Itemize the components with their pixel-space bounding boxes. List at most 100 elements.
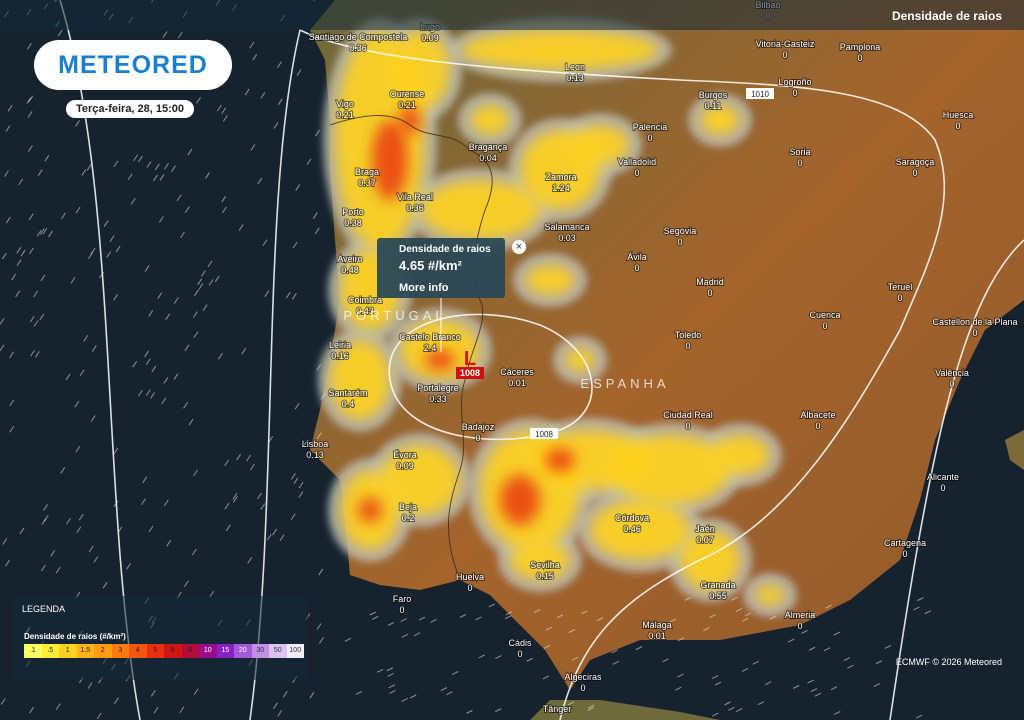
wind-streak [150, 690, 156, 697]
city-value: 1.24 [552, 183, 570, 193]
wind-streak [218, 352, 223, 360]
wind-streak [208, 279, 214, 286]
wind-streak [277, 98, 283, 106]
wind-streak [113, 500, 119, 507]
wind-streak [153, 174, 158, 182]
city-name: Leiria [329, 340, 351, 350]
wind-streak [221, 195, 227, 203]
wind-streak [34, 351, 40, 358]
wind-streak [635, 646, 643, 651]
wind-streak [372, 615, 379, 620]
wind-streak [446, 691, 453, 696]
city-value: 0 [647, 133, 652, 143]
city-name: Toledo [675, 330, 702, 340]
country-label: PORTUGAL [343, 308, 446, 323]
city-value: 0.01 [508, 378, 526, 388]
storm-core [500, 475, 540, 525]
wind-streak [246, 454, 252, 462]
isobar-tag [530, 428, 558, 439]
wind-streak [505, 611, 513, 616]
city-name: Pamplona [840, 42, 881, 52]
wind-streak [48, 230, 53, 238]
wind-streak [222, 115, 228, 122]
legend-stop: .1 [24, 644, 42, 658]
city-name: Leon [565, 62, 585, 72]
city-name: Valladolid [618, 157, 656, 167]
wind-streak [386, 667, 394, 672]
storm-cell [510, 540, 570, 580]
city-name: Cartagena [884, 538, 926, 548]
wind-streak [843, 657, 851, 662]
wind-streak [596, 617, 604, 622]
legend-stop: 10 [199, 644, 217, 658]
wind-streak [314, 129, 320, 137]
wind-streak [214, 275, 220, 283]
wind-streak [277, 709, 283, 717]
city-value: 0.13 [306, 450, 324, 460]
close-button[interactable]: × [512, 240, 526, 254]
wind-streak [106, 251, 112, 258]
wind-streak [298, 491, 304, 498]
wind-streak [823, 647, 831, 652]
legend-stop: 4 [129, 644, 147, 658]
wind-streak [132, 360, 138, 368]
layer-name[interactable]: Densidade de raios [891, 9, 1002, 23]
storm-cell [710, 435, 770, 475]
wind-streak [466, 709, 473, 714]
wind-streak [675, 686, 682, 691]
wind-streak [662, 658, 669, 663]
wind-streak [413, 632, 421, 637]
wind-streak [282, 690, 288, 698]
city-value: 0 [897, 293, 902, 303]
more-info-link[interactable]: More info [399, 282, 449, 294]
city-name: Sevilha [530, 560, 560, 570]
legend-stop: 1 [59, 644, 77, 658]
wind-streak [87, 682, 93, 689]
city-value: 0 [902, 549, 907, 559]
wind-streak [320, 393, 326, 400]
wind-streak [451, 670, 459, 675]
wind-streak [18, 178, 24, 186]
wind-streak [285, 291, 291, 299]
wind-streak [440, 687, 448, 691]
wind-streak [724, 701, 731, 706]
wind-streak [298, 481, 304, 489]
city-value: 0.07 [696, 535, 714, 545]
wind-streak [316, 364, 322, 371]
wind-streak [176, 194, 182, 202]
wind-streak [16, 247, 22, 254]
wind-streak [146, 161, 152, 168]
wind-streak [88, 545, 94, 553]
wind-streak [39, 313, 45, 321]
wind-streak [26, 97, 32, 104]
legend-stop: 6 [164, 644, 182, 658]
wind-streak [205, 172, 210, 179]
wind-streak [409, 694, 417, 699]
wind-streak [264, 290, 270, 297]
wind-streak [90, 247, 96, 255]
wind-streak [4, 170, 9, 177]
wind-streak [75, 206, 81, 214]
city-value: 0.09 [421, 33, 439, 43]
wind-streak [28, 95, 34, 103]
city-name: Cáceres [500, 367, 534, 377]
top-bar [0, 0, 1024, 30]
wind-streak [183, 580, 189, 588]
wind-streak [39, 228, 45, 235]
legend-stop: .5 [41, 644, 59, 658]
wind-streak [78, 513, 84, 521]
city-value: 0.11 [705, 101, 722, 111]
wind-streak [9, 399, 15, 407]
wind-streak [677, 637, 685, 642]
wind-streak [224, 459, 230, 467]
logo[interactable]: METEORED [34, 40, 232, 90]
legend-stop: 15 [216, 644, 234, 658]
wind-streak [884, 644, 892, 649]
wind-streak [250, 463, 255, 471]
storm-cell [570, 125, 630, 165]
wind-streak [684, 596, 691, 601]
date[interactable]: Terça-feira, 28, 15:00 [66, 100, 195, 118]
wind-streak [37, 169, 43, 176]
wind-streak [0, 698, 6, 705]
city-name: Vitoria-Gasteiz [756, 39, 815, 49]
